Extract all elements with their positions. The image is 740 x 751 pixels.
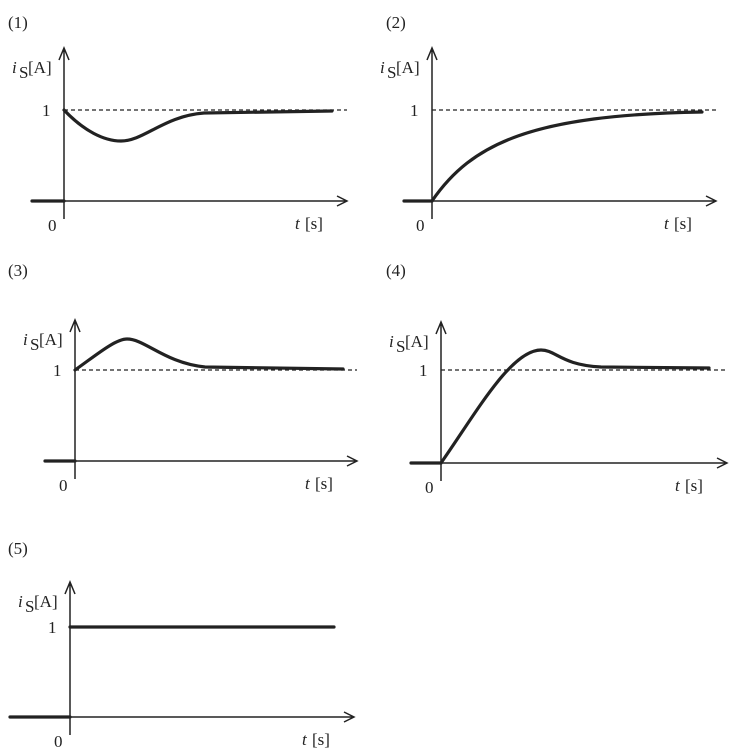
response-curve [73,337,345,372]
y-unit: [A] [39,330,63,349]
y-var: i [389,332,394,351]
origin-label: 0 [425,478,434,497]
response-curve [62,108,334,143]
y-axis [69,318,81,479]
y-var: i [12,58,17,77]
y-unit: [A] [405,332,429,351]
origin-label: 0 [54,732,63,751]
graph-panel: (1) i S [A] 1 0 t [s] [8,13,349,235]
y-axis [64,580,76,735]
x-unit: [s] [674,214,692,233]
graph-panel: (2) i S [A] 1 0 t [s] [380,13,718,235]
y-tick-label: 1 [42,101,51,120]
graph-panel: (5) i S [A] 1 0 t [s] [8,539,356,751]
response-curve [430,110,704,203]
y-sub: S [19,63,28,82]
x-var: t [302,730,308,749]
origin-label: 0 [48,216,57,235]
y-sub: S [387,63,396,82]
x-var: t [675,476,681,495]
response-curve [439,348,711,465]
x-var: t [664,214,670,233]
y-unit: [A] [34,592,58,611]
y-unit: [A] [396,58,420,77]
graph-panel: (3) i S [A] 1 0 t [s] [8,261,359,495]
y-var: i [23,330,28,349]
x-axis [45,455,359,467]
x-axis [411,457,729,469]
y-unit: [A] [28,58,52,77]
panel-label: (1) [8,13,28,32]
x-var: t [295,214,301,233]
origin-label: 0 [416,216,425,235]
panel-label: (2) [386,13,406,32]
y-axis [426,46,438,219]
panel-label: (5) [8,539,28,558]
x-unit: [s] [305,214,323,233]
y-axis [58,46,70,219]
y-tick-label: 1 [48,618,57,637]
y-var: i [380,58,385,77]
y-axis [435,320,447,481]
x-var: t [305,474,311,493]
y-sub: S [25,597,34,616]
y-tick-label: 1 [410,101,419,120]
origin-label: 0 [59,476,68,495]
y-sub: S [396,337,405,356]
y-tick-label: 1 [419,361,428,380]
y-tick-label: 1 [53,361,62,380]
x-axis [404,195,718,207]
graph-panel: (4) i S [A] 1 0 t [s] [386,261,729,497]
y-sub: S [30,335,39,354]
y-var: i [18,592,23,611]
panel-label: (3) [8,261,28,280]
x-unit: [s] [312,730,330,749]
x-unit: [s] [315,474,333,493]
panel-label: (4) [386,261,406,280]
x-axis [32,195,349,207]
x-unit: [s] [685,476,703,495]
